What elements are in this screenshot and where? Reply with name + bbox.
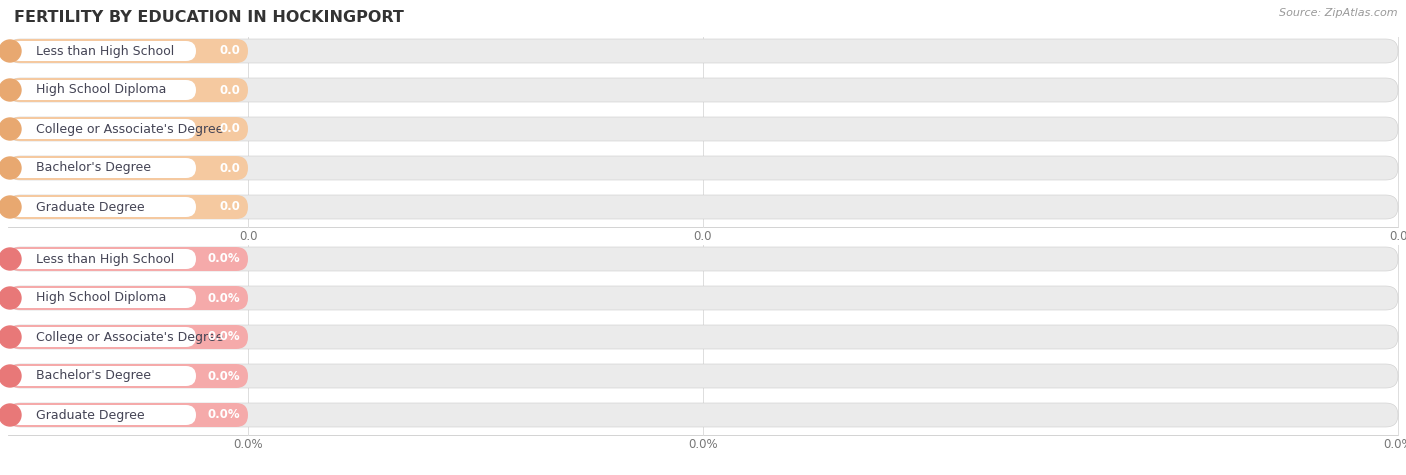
Circle shape — [0, 118, 21, 140]
FancyBboxPatch shape — [8, 286, 247, 310]
Text: 0.0%: 0.0% — [233, 438, 263, 451]
FancyBboxPatch shape — [8, 247, 1398, 271]
FancyBboxPatch shape — [10, 405, 195, 425]
Text: 0.0: 0.0 — [219, 200, 240, 213]
Text: FERTILITY BY EDUCATION IN HOCKINGPORT: FERTILITY BY EDUCATION IN HOCKINGPORT — [14, 10, 404, 25]
Text: 0.0: 0.0 — [219, 162, 240, 174]
Text: Bachelor's Degree: Bachelor's Degree — [37, 162, 150, 174]
FancyBboxPatch shape — [8, 117, 247, 141]
FancyBboxPatch shape — [8, 286, 1398, 310]
Circle shape — [0, 326, 21, 348]
FancyBboxPatch shape — [8, 39, 247, 63]
FancyBboxPatch shape — [10, 249, 195, 269]
Text: College or Associate's Degree: College or Associate's Degree — [37, 331, 224, 343]
Text: 0.0: 0.0 — [219, 123, 240, 135]
FancyBboxPatch shape — [10, 366, 195, 386]
FancyBboxPatch shape — [8, 364, 247, 388]
FancyBboxPatch shape — [8, 325, 247, 349]
Text: High School Diploma: High School Diploma — [37, 292, 166, 304]
Text: Less than High School: Less than High School — [37, 253, 174, 266]
Text: 0.0%: 0.0% — [1384, 438, 1406, 451]
Text: Graduate Degree: Graduate Degree — [37, 200, 145, 213]
FancyBboxPatch shape — [8, 403, 247, 427]
FancyBboxPatch shape — [10, 119, 195, 139]
Text: 0.0%: 0.0% — [207, 292, 240, 304]
FancyBboxPatch shape — [8, 117, 1398, 141]
Circle shape — [0, 248, 21, 270]
Text: 0.0%: 0.0% — [207, 370, 240, 382]
Text: 0.0%: 0.0% — [207, 253, 240, 266]
Text: 0.0: 0.0 — [1389, 230, 1406, 243]
FancyBboxPatch shape — [8, 403, 1398, 427]
Text: Less than High School: Less than High School — [37, 45, 174, 57]
FancyBboxPatch shape — [8, 78, 247, 102]
Circle shape — [0, 157, 21, 179]
Circle shape — [0, 404, 21, 426]
FancyBboxPatch shape — [8, 195, 1398, 219]
Circle shape — [0, 196, 21, 218]
FancyBboxPatch shape — [10, 288, 195, 308]
Circle shape — [0, 287, 21, 309]
FancyBboxPatch shape — [8, 156, 247, 180]
FancyBboxPatch shape — [8, 364, 1398, 388]
FancyBboxPatch shape — [8, 247, 247, 271]
Text: 0.0: 0.0 — [219, 45, 240, 57]
Text: Graduate Degree: Graduate Degree — [37, 408, 145, 421]
FancyBboxPatch shape — [8, 325, 1398, 349]
Text: 0.0: 0.0 — [219, 84, 240, 96]
Text: 0.0: 0.0 — [239, 230, 257, 243]
Circle shape — [0, 40, 21, 62]
FancyBboxPatch shape — [10, 197, 195, 217]
Text: High School Diploma: High School Diploma — [37, 84, 166, 96]
FancyBboxPatch shape — [8, 39, 1398, 63]
Text: 0.0: 0.0 — [693, 230, 713, 243]
FancyBboxPatch shape — [8, 156, 1398, 180]
Circle shape — [0, 79, 21, 101]
Text: Source: ZipAtlas.com: Source: ZipAtlas.com — [1279, 8, 1398, 18]
Text: Bachelor's Degree: Bachelor's Degree — [37, 370, 150, 382]
Circle shape — [0, 365, 21, 387]
FancyBboxPatch shape — [10, 158, 195, 178]
FancyBboxPatch shape — [8, 195, 247, 219]
FancyBboxPatch shape — [10, 41, 195, 61]
FancyBboxPatch shape — [10, 80, 195, 100]
Text: 0.0%: 0.0% — [207, 408, 240, 421]
FancyBboxPatch shape — [10, 327, 195, 347]
Text: College or Associate's Degree: College or Associate's Degree — [37, 123, 224, 135]
Text: 0.0%: 0.0% — [207, 331, 240, 343]
FancyBboxPatch shape — [8, 78, 1398, 102]
Text: 0.0%: 0.0% — [688, 438, 718, 451]
